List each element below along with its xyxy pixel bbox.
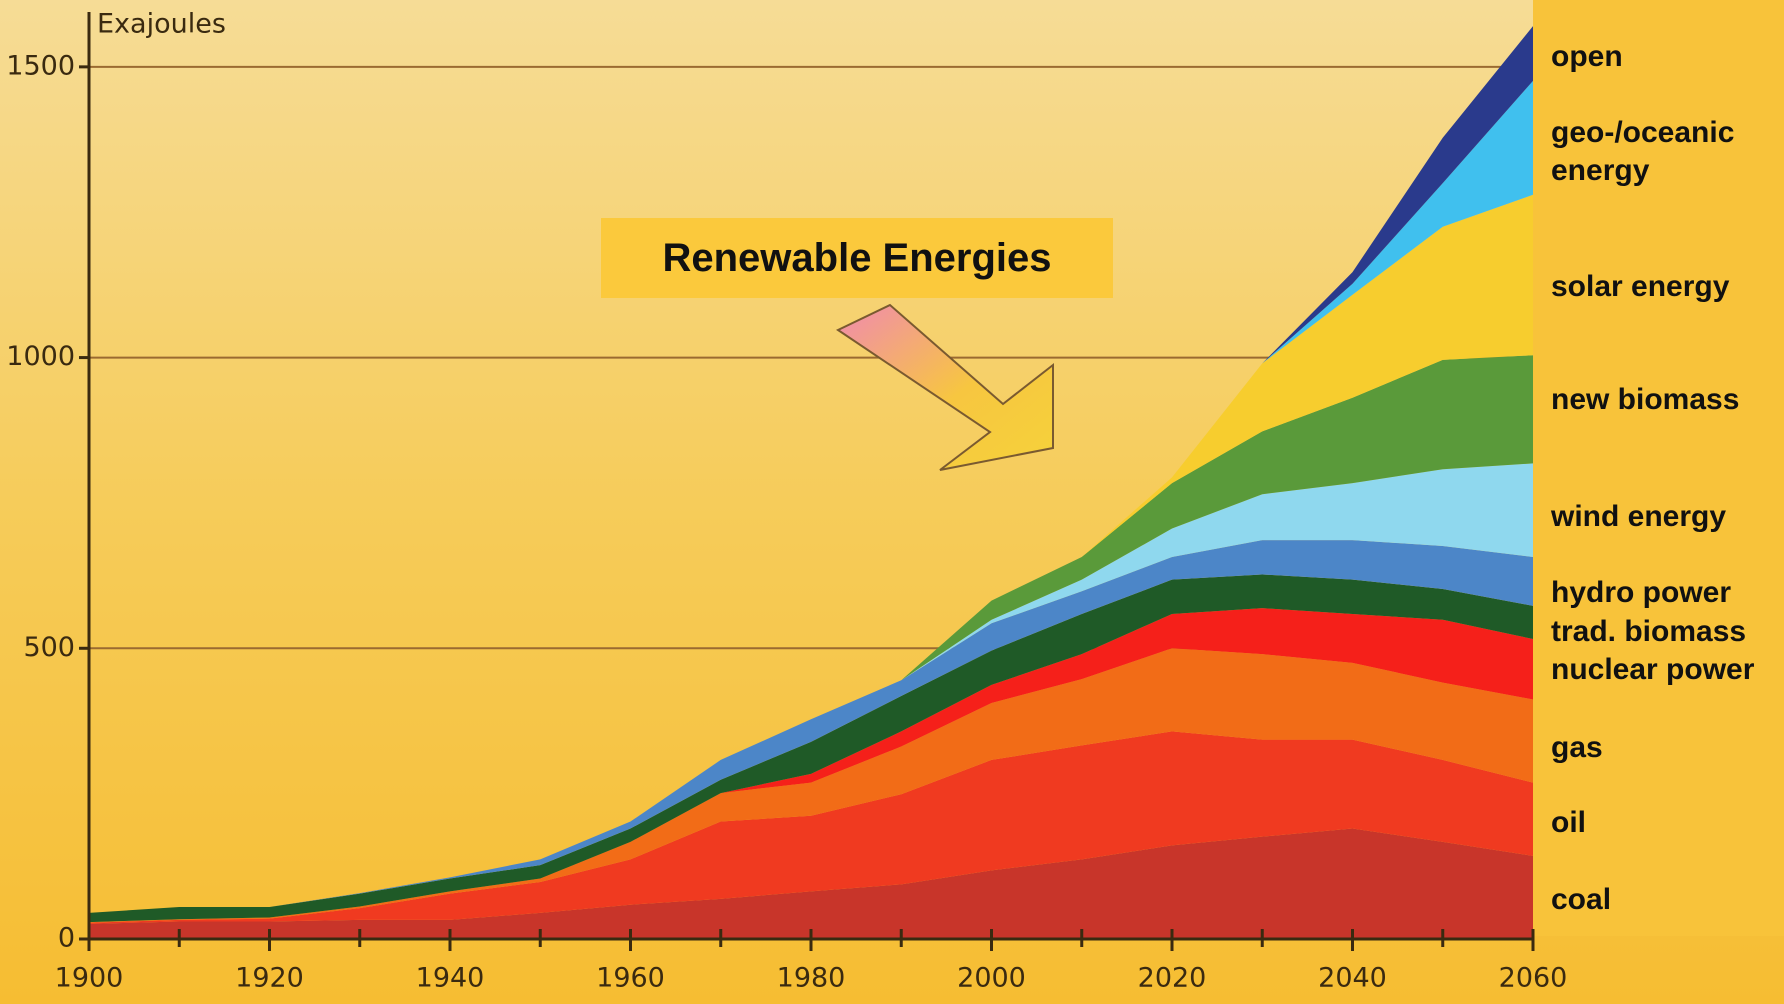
legend-label: oil bbox=[1551, 806, 1586, 839]
x-tick-label: 1940 bbox=[416, 963, 485, 994]
y-tick-label: 1500 bbox=[6, 50, 75, 81]
legend-label: gas bbox=[1551, 731, 1603, 764]
annotation: Renewable Energies bbox=[601, 218, 1113, 298]
area bbox=[89, 355, 1533, 913]
legend-label: solar energy bbox=[1551, 270, 1730, 303]
x-tick-label: 1900 bbox=[55, 963, 124, 994]
x-tick-label: 1980 bbox=[777, 963, 846, 994]
area bbox=[89, 574, 1533, 923]
legend-label: new biomass bbox=[1551, 383, 1740, 416]
y-tick-label: 1000 bbox=[6, 341, 75, 372]
area bbox=[89, 463, 1533, 913]
x-tick-label: 2060 bbox=[1499, 963, 1568, 994]
legend-label: hydro power bbox=[1551, 576, 1732, 609]
area bbox=[89, 648, 1533, 923]
legend-label: coal bbox=[1551, 883, 1612, 916]
area bbox=[89, 540, 1533, 913]
legend-label: open bbox=[1551, 40, 1623, 73]
y-tick-label: 0 bbox=[58, 923, 75, 954]
x-tick-label: 1920 bbox=[235, 963, 304, 994]
area bbox=[89, 731, 1533, 924]
arrow bbox=[835, 303, 1054, 471]
legend-label: nuclear power bbox=[1551, 653, 1755, 686]
legend-label: trad. biomass bbox=[1551, 615, 1747, 648]
y-tick-label: 500 bbox=[23, 632, 75, 663]
legend-label: wind energy bbox=[1551, 500, 1727, 533]
x-tick-label: 1960 bbox=[596, 963, 665, 994]
axis-label: Exajoules bbox=[97, 9, 226, 40]
x-tick-label: 2000 bbox=[957, 963, 1026, 994]
area bbox=[89, 608, 1533, 923]
legend-label: geo-/oceanic energy bbox=[1551, 116, 1735, 187]
x-tick-label: 2020 bbox=[1138, 963, 1207, 994]
legend-panel bbox=[1533, 0, 1784, 936]
x-tick-label: 2040 bbox=[1318, 963, 1387, 994]
area bbox=[89, 828, 1533, 939]
